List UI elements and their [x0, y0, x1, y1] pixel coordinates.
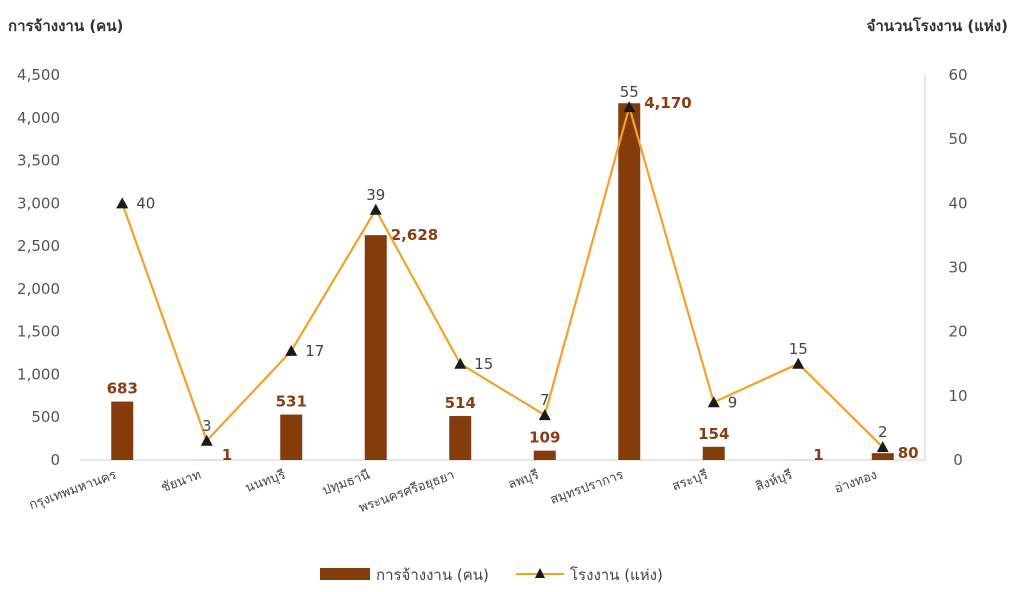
line-marker	[116, 197, 129, 209]
line-marker	[285, 344, 298, 356]
line-marker	[369, 203, 382, 215]
left-tick-label: 2,000	[17, 280, 60, 298]
legend-label-employment: การจ้างงาน (คน)	[376, 566, 489, 584]
right-tick-label: 0	[953, 451, 963, 469]
bar-data-label: 154	[698, 425, 729, 443]
bar-data-label: 1	[813, 446, 823, 464]
bar-employment	[449, 416, 472, 460]
bar-employment	[871, 453, 894, 460]
right-tick-label: 30	[948, 259, 967, 277]
bar-employment	[111, 401, 134, 460]
bar-data-label: 531	[276, 393, 307, 411]
right-axis-title: จำนวนโรงงาน (แห่ง)	[867, 16, 1008, 35]
plot-area: 05001,0001,5002,0002,5003,0003,5004,0004…	[17, 66, 968, 516]
line-marker	[876, 441, 889, 453]
category-label: สิงห์บุรี	[753, 467, 794, 495]
category-label: ลพบุรี	[506, 467, 541, 493]
left-tick-label: 3,500	[17, 152, 60, 170]
legend-label-factories: โรงงาน (แห่ง)	[570, 566, 663, 584]
line-data-label: 3	[202, 417, 212, 435]
bar-employment	[533, 450, 556, 460]
legend-swatch-employment	[320, 568, 370, 580]
bar-data-label: 4,170	[644, 94, 691, 112]
left-tick-label: 4,000	[17, 109, 60, 127]
line-data-label: 7	[540, 391, 550, 409]
bar-employment	[702, 446, 725, 460]
bar-employment	[280, 414, 303, 460]
left-tick-label: 500	[31, 408, 60, 426]
line-marker	[707, 396, 720, 408]
bar-data-label: 80	[898, 444, 919, 462]
right-tick-label: 50	[948, 130, 967, 148]
line-marker	[792, 357, 805, 369]
line-data-label: 55	[620, 83, 639, 101]
line-data-label: 15	[789, 340, 808, 358]
right-tick-label: 10	[948, 387, 967, 405]
left-tick-label: 4,500	[17, 66, 60, 84]
bar-data-label: 514	[445, 394, 476, 412]
category-label: สมุทรปราการ	[548, 468, 625, 508]
bar-data-label: 2,628	[391, 226, 438, 244]
line-marker	[538, 409, 551, 421]
line-data-label: 15	[474, 355, 493, 373]
line-data-label: 9	[728, 393, 738, 411]
left-tick-label: 2,500	[17, 237, 60, 255]
right-tick-label: 60	[948, 66, 967, 84]
left-axis-title: การจ้างงาน (คน)	[8, 17, 123, 35]
bar-employment	[364, 235, 387, 460]
category-label: กรุงเทพมหานคร	[27, 468, 118, 513]
category-label: ปทุมธานี	[320, 467, 372, 499]
legend: การจ้างงาน (คน) โรงงาน (แห่ง)	[320, 566, 663, 584]
category-label: ชัยนาท	[159, 468, 203, 496]
category-label: พระนครศรีอยุธยา	[357, 467, 457, 516]
bar-employment	[618, 103, 641, 460]
legend-marker-factories	[535, 568, 545, 578]
left-tick-label: 1,000	[17, 365, 60, 383]
line-marker	[623, 101, 636, 113]
line-data-label: 17	[305, 342, 324, 360]
line-marker	[200, 434, 213, 446]
left-tick-label: 3,000	[17, 194, 60, 212]
left-tick-label: 1,500	[17, 323, 60, 341]
left-tick-label: 0	[50, 451, 60, 469]
right-tick-label: 40	[948, 194, 967, 212]
category-label: สระบุรี	[670, 467, 710, 495]
category-label: อ่างทอง	[832, 468, 879, 497]
bar-data-label: 1	[222, 446, 232, 464]
category-label: นนทบุรี	[243, 467, 288, 496]
bar-data-label: 109	[529, 429, 560, 447]
line-data-label: 40	[136, 194, 155, 212]
line-data-label: 2	[878, 423, 888, 441]
bar-data-label: 683	[107, 380, 138, 398]
line-data-label: 39	[366, 186, 385, 204]
line-marker	[454, 357, 467, 369]
right-tick-label: 20	[948, 323, 967, 341]
line-factories	[121, 103, 884, 448]
